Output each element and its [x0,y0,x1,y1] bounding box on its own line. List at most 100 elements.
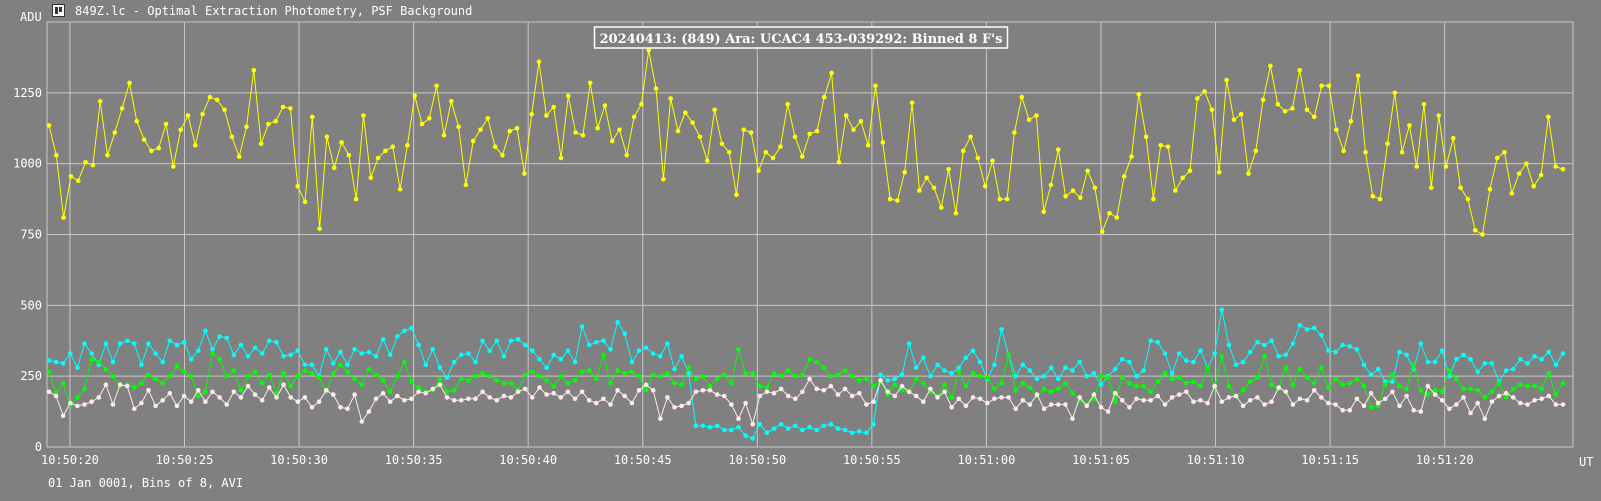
data-point [1461,395,1466,400]
data-point [1112,390,1118,396]
data-point [110,373,116,379]
data-point [105,152,110,158]
data-point [188,373,194,379]
data-point [544,378,549,383]
data-point [956,369,962,375]
data-point [222,107,227,113]
data-point [719,141,725,147]
data-point [437,365,443,371]
data-point [1084,373,1090,379]
data-point [1368,405,1374,410]
data-point [636,348,642,354]
data-point [579,369,585,375]
data-point [210,389,215,395]
data-point [700,423,706,429]
data-point [309,405,315,410]
data-point [757,422,763,427]
data-point [160,398,165,403]
data-point [53,359,59,365]
data-point [1397,403,1402,409]
data-point [895,198,900,203]
data-point [522,342,528,348]
y-tick-label: 0 [35,440,42,454]
data-point [1326,83,1332,89]
data-point [1091,392,1097,397]
footer-date-info: 01 Jan 0001, Bins of 8, AVI [48,476,244,490]
data-point [1482,395,1488,400]
data-point [96,359,102,365]
data-point [1475,400,1480,406]
data-point [793,373,798,379]
data-point [485,116,491,121]
data-point [1070,416,1075,422]
data-point [316,375,322,380]
data-point [75,365,80,371]
data-point [1397,349,1402,355]
x-tick-label: 10:51:00 [958,453,1016,467]
data-point [686,371,691,376]
data-point [537,385,542,390]
data-point [501,381,507,386]
data-point [975,155,981,161]
data-point [267,385,272,390]
data-point [251,67,257,73]
data-point [1439,348,1445,354]
data-point [878,378,883,383]
data-point [366,366,372,372]
data-point [1468,356,1473,362]
data-point [508,381,514,386]
data-point [1077,395,1082,400]
data-point [309,362,315,368]
data-point [601,338,606,344]
data-point [1489,361,1495,366]
data-point [153,351,158,356]
data-point [757,383,763,389]
data-point [558,373,564,379]
data-point [1503,395,1509,400]
data-point [416,389,421,395]
data-point [89,356,94,362]
data-point [1169,395,1175,400]
data-point [1407,123,1412,128]
data-point [1276,354,1281,359]
data-point [1468,386,1473,392]
data-point [864,402,869,407]
data-point [693,376,699,382]
data-point [849,393,855,399]
data-point [522,372,528,378]
data-point [609,138,615,144]
data-point [359,419,365,424]
data-point [849,373,855,379]
data-point [1368,390,1374,396]
data-point [146,388,151,393]
data-point [1503,390,1509,396]
data-point [970,371,976,376]
data-point [110,402,116,407]
data-point [650,351,656,356]
data-point [707,424,713,430]
data-point [1411,362,1416,368]
data-point [1354,396,1360,402]
data-point [1385,141,1390,147]
data-point [267,338,272,344]
data-point [1085,168,1090,174]
data-point [419,121,425,127]
data-point [992,362,997,368]
data-point [160,359,165,365]
chart-grid [46,21,1574,448]
data-point [1341,148,1346,154]
data-point [316,399,322,405]
data-point [1209,107,1215,113]
data-point [1425,392,1431,397]
data-point [1255,339,1260,345]
data-point [97,99,103,104]
data-point [594,376,599,382]
data-point [508,338,514,344]
data-point [1173,188,1178,193]
data-point [103,341,109,346]
data-point [323,388,329,393]
data-point [1454,376,1459,382]
data-point [1134,373,1139,379]
data-point [1334,127,1339,132]
data-point [935,362,940,368]
